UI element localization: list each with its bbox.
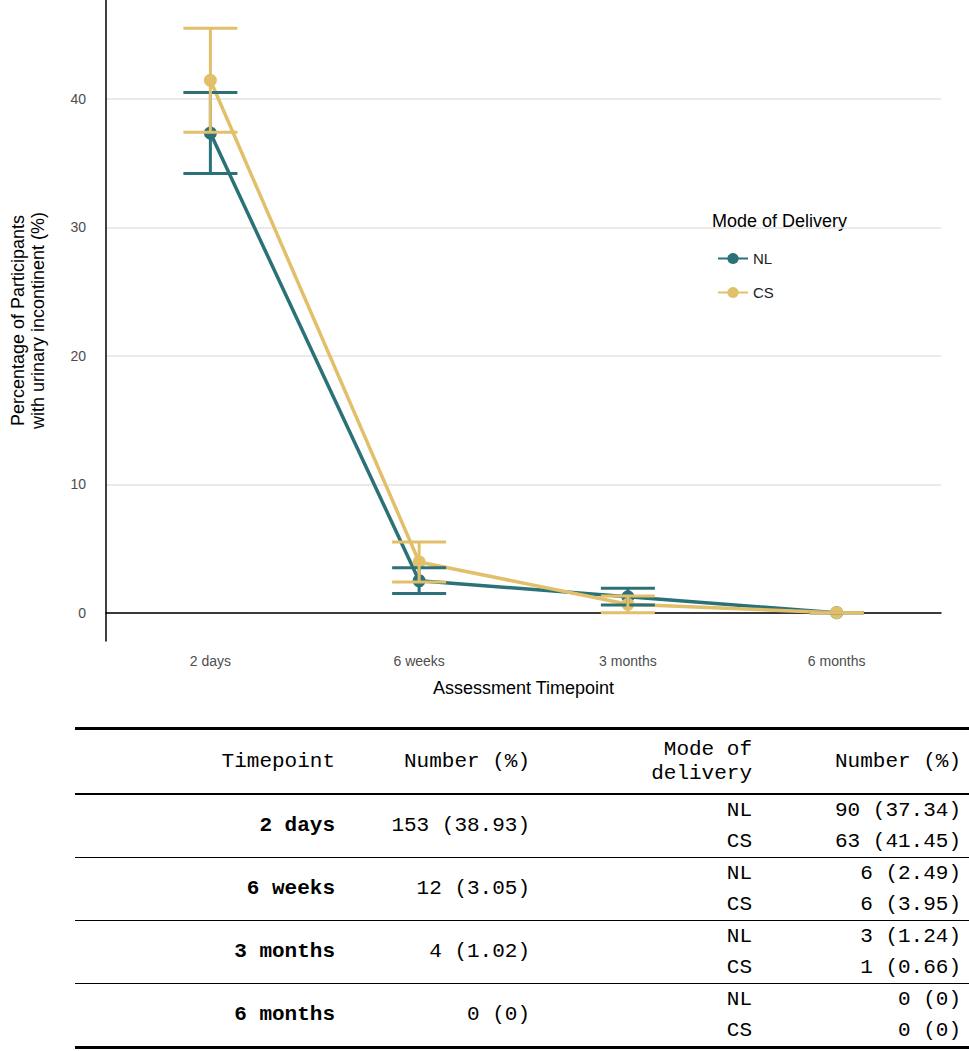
html-text:0 (0): 0 (0) (898, 1018, 961, 1042)
html-text:0 (0): 0 (0) (467, 1003, 530, 1026)
svg-text:2 days: 2 days (190, 653, 231, 669)
html-text:NL: NL (726, 798, 752, 822)
svg-text:NL: NL (753, 250, 772, 267)
html-text:90 (37.34): 90 (37.34) (835, 798, 961, 822)
html-text:Number (%): Number (%) (404, 749, 530, 773)
html-text:Timepoint: Timepoint (221, 749, 335, 773)
svg-text:10: 10 (70, 476, 86, 492)
svg-text:with urinary incontinent (%): with urinary incontinent (%) (28, 212, 48, 430)
svg-text:30: 30 (70, 219, 86, 235)
html-text:153 (38.93): 153 (38.93) (391, 814, 530, 837)
svg-text:Assessment Timepoint: Assessment Timepoint (433, 678, 614, 698)
html-text:CS: CS (726, 829, 752, 853)
svg-text:6 months: 6 months (808, 653, 866, 669)
html-text:0 (0): 0 (0) (898, 987, 961, 1011)
html-text:NL: NL (726, 861, 752, 885)
html-text:CS: CS (726, 892, 752, 916)
html-text:4 (1.02): 4 (1.02) (429, 940, 530, 963)
html-text:3 (1.24): 3 (1.24) (860, 924, 961, 948)
html-text:6 (3.95): 6 (3.95) (860, 892, 961, 916)
html-text:NL: NL (726, 924, 752, 948)
html-text:6 (2.49): 6 (2.49) (860, 861, 961, 885)
html-text:1 (0.66): 1 (0.66) (860, 955, 961, 979)
html-text:NL: NL (726, 987, 752, 1011)
html-text:63 (41.45): 63 (41.45) (835, 829, 961, 853)
html-text:12 (3.05): 12 (3.05) (416, 877, 530, 900)
html-text:2 days: 2 days (259, 814, 335, 837)
svg-text:Mode of Delivery: Mode of Delivery (712, 211, 848, 231)
html-text:CS: CS (726, 955, 752, 979)
svg-text:40: 40 (70, 91, 86, 107)
svg-text:0: 0 (78, 605, 86, 621)
html-text:Number (%): Number (%) (835, 749, 961, 773)
html-text:3 months: 3 months (234, 940, 335, 963)
html-text:CS: CS (726, 1018, 752, 1042)
svg-text:20: 20 (70, 348, 86, 364)
svg-text:CS: CS (753, 284, 774, 301)
html-text:Mode of delivery: Mode of delivery (651, 737, 752, 785)
html-text:6 months: 6 months (234, 1003, 335, 1026)
svg-text:3 months: 3 months (599, 653, 657, 669)
html-text:6 weeks: 6 weeks (246, 877, 335, 900)
svg-text:6 weeks: 6 weeks (393, 653, 444, 669)
svg-text:Percentage of Participants: Percentage of Participants (8, 215, 28, 426)
